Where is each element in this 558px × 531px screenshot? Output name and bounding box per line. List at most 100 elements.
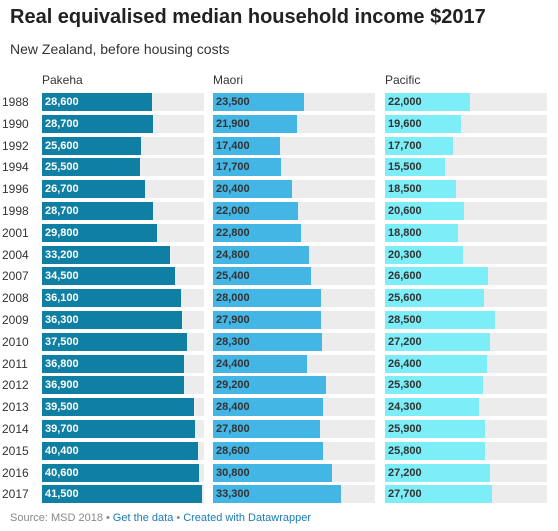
value-label: 26,400 [388, 357, 422, 370]
value-label: 25,300 [388, 379, 422, 392]
bar-maori-2012 [213, 376, 326, 395]
bar-pakeha-2012 [42, 376, 184, 395]
bar-pakeha-1992 [42, 136, 141, 155]
value-label: 28,700 [45, 117, 79, 130]
value-label: 39,500 [45, 401, 79, 414]
chart-title: Real equivalised median household income… [10, 6, 486, 28]
value-label: 18,800 [388, 226, 422, 239]
value-label: 27,200 [388, 466, 422, 479]
bar-maori-1994 [213, 158, 281, 177]
year-label: 1992 [2, 138, 29, 153]
value-label: 36,100 [45, 292, 79, 305]
value-label: 40,400 [45, 444, 79, 457]
bar-maori-2007 [213, 267, 311, 286]
year-label: 2017 [2, 487, 29, 502]
value-label: 17,700 [388, 139, 422, 152]
value-label: 30,800 [216, 466, 250, 479]
value-label: 37,500 [45, 335, 79, 348]
value-label: 33,200 [45, 248, 79, 261]
value-label: 20,400 [216, 183, 250, 196]
year-label: 1988 [2, 95, 29, 109]
bar-pakeha-2004 [42, 245, 170, 264]
bar-pakeha-1994 [42, 158, 140, 177]
year-label: 2009 [2, 313, 29, 327]
value-label: 17,400 [216, 139, 250, 152]
bar-pacific-2007 [385, 267, 488, 286]
year-label: 2008 [2, 291, 29, 306]
bar-pacific-1996 [385, 180, 456, 199]
year-label: 1996 [2, 182, 29, 197]
year-label: 1994 [2, 160, 29, 175]
bar-pakeha-2007 [42, 267, 175, 286]
bar-maori-1990 [213, 114, 297, 133]
value-label: 18,500 [388, 183, 422, 196]
bar-maori-2011 [213, 354, 307, 373]
value-label: 21,900 [216, 117, 250, 130]
bar-pacific-2013 [385, 398, 479, 417]
value-label: 36,900 [45, 379, 79, 392]
value-label: 22,800 [216, 226, 250, 239]
bar-pakeha-1990 [42, 114, 153, 133]
value-label: 20,600 [388, 205, 422, 217]
value-label: 39,700 [45, 423, 79, 435]
value-label: 27,700 [388, 488, 422, 501]
bar-maori-1998 [213, 202, 298, 220]
value-label: 24,300 [388, 401, 422, 414]
value-label: 19,600 [388, 117, 422, 130]
value-label: 27,900 [216, 314, 250, 326]
bar-pacific-1998 [385, 202, 464, 220]
bar-pakeha-1998 [42, 202, 153, 220]
bar-pacific-2012 [385, 376, 483, 395]
value-label: 33,300 [216, 488, 250, 501]
bar-pacific-2010 [385, 332, 490, 351]
value-label: 41,500 [45, 488, 79, 501]
bar-maori-1988 [213, 93, 304, 111]
bar-maori-2009 [213, 311, 321, 329]
bar-maori-2001 [213, 223, 301, 242]
value-label: 28,400 [216, 401, 250, 414]
bar-pakeha-2001 [42, 223, 157, 242]
value-label: 40,600 [45, 466, 79, 479]
year-label: 2011 [2, 356, 28, 371]
bar-pacific-2017 [385, 485, 492, 504]
value-label: 28,000 [216, 292, 250, 305]
column-header-pakeha: Pakeha [42, 73, 83, 87]
value-label: 23,500 [216, 96, 250, 108]
value-label: 28,600 [216, 444, 250, 457]
value-label: 26,600 [388, 270, 422, 283]
datawrapper-link[interactable]: Created with Datawrapper [183, 512, 311, 524]
bar-pacific-2004 [385, 245, 463, 264]
year-label: 2004 [2, 247, 29, 262]
bar-pacific-2014 [385, 420, 485, 438]
value-label: 24,800 [216, 248, 250, 261]
value-label: 36,800 [45, 357, 79, 370]
value-label: 24,400 [216, 357, 250, 370]
value-label: 27,200 [388, 335, 422, 348]
bar-pakeha-2008 [42, 289, 181, 308]
bar-pacific-1992 [385, 136, 453, 155]
year-label: 2007 [2, 269, 29, 284]
value-label: 22,000 [388, 96, 422, 108]
bar-pakeha-2014 [42, 420, 195, 438]
year-label: 2013 [2, 400, 29, 415]
column-header-pacific: Pacific [385, 73, 421, 87]
bar-maori-2016 [213, 463, 332, 482]
value-label: 27,800 [216, 423, 250, 435]
bar-pakeha-2011 [42, 354, 184, 373]
value-label: 29,200 [216, 379, 250, 392]
bar-maori-2008 [213, 289, 321, 308]
bar-pacific-1990 [385, 114, 461, 133]
bar-pacific-2001 [385, 223, 458, 242]
value-label: 26,700 [45, 183, 79, 196]
bar-pakeha-1988 [42, 93, 152, 111]
bar-pacific-2016 [385, 463, 490, 482]
value-label: 28,600 [45, 96, 79, 108]
value-label: 20,300 [388, 248, 422, 261]
bar-pacific-1988 [385, 93, 470, 111]
bar-pacific-2015 [385, 441, 485, 460]
get-data-link[interactable]: Get the data [112, 512, 174, 524]
value-label: 25,900 [388, 423, 422, 435]
value-label: 15,500 [388, 161, 422, 174]
source-text: Source: MSD 2018 [10, 512, 103, 524]
year-label: 1998 [2, 204, 29, 218]
